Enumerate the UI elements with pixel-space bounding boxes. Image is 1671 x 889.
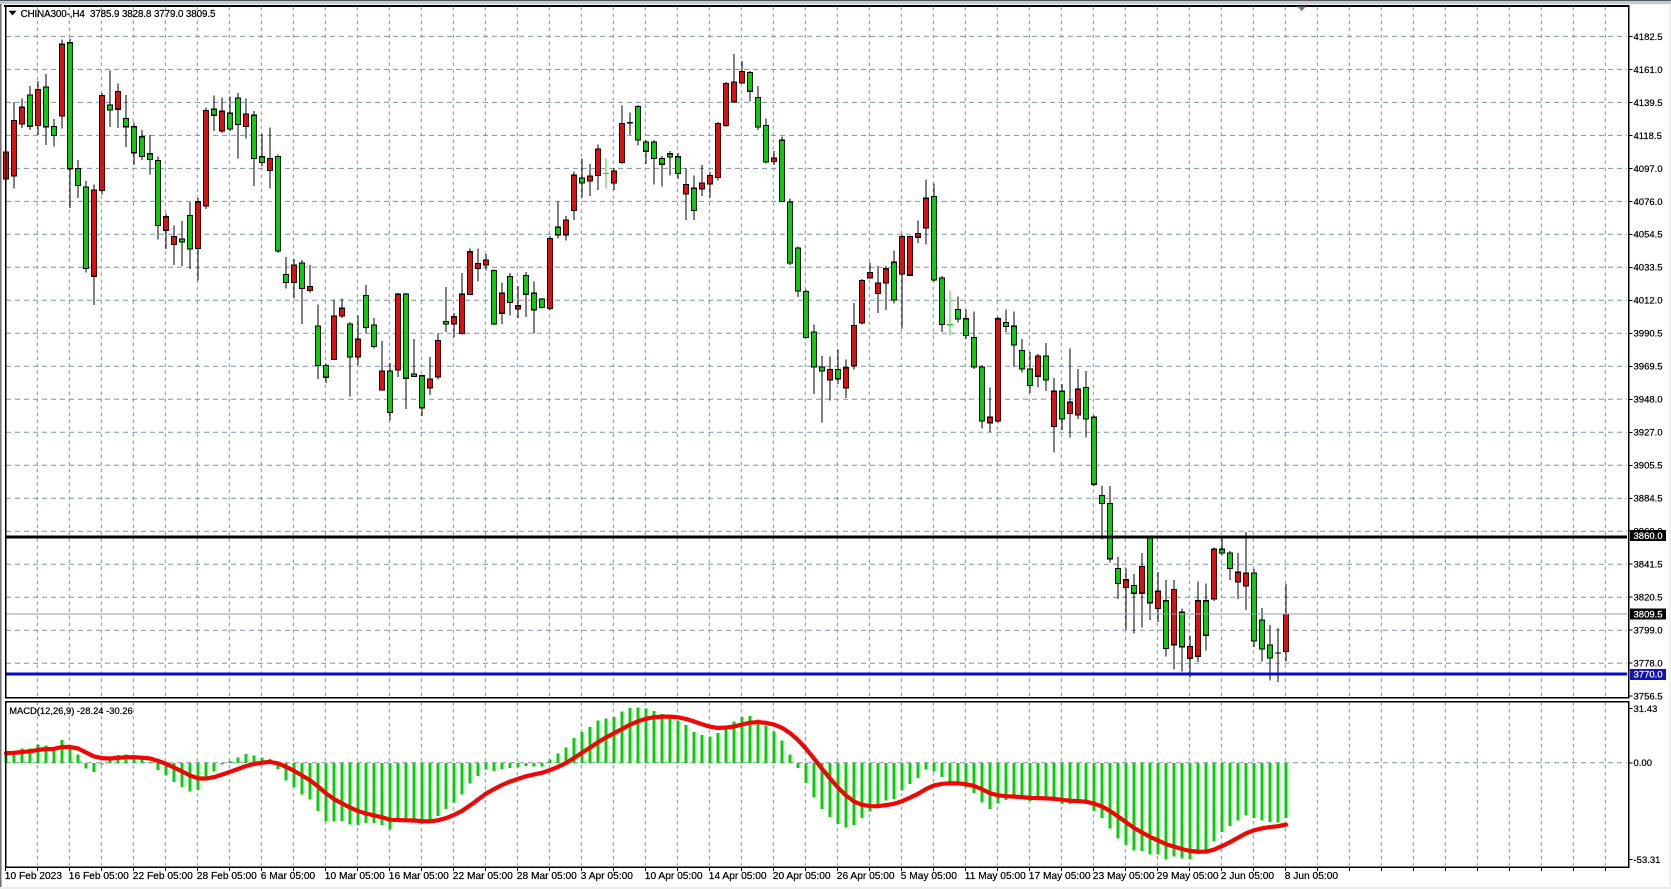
svg-text:31.43: 31.43 (1634, 704, 1658, 715)
svg-text:3778.0: 3778.0 (1634, 659, 1663, 670)
svg-text:3820.5: 3820.5 (1634, 593, 1663, 604)
svg-text:11 May 05:00: 11 May 05:00 (965, 871, 1026, 882)
svg-text:22 Feb 05:00: 22 Feb 05:00 (133, 871, 193, 882)
svg-text:3990.5: 3990.5 (1634, 329, 1663, 340)
svg-text:3948.0: 3948.0 (1634, 395, 1663, 406)
svg-text:4118.5: 4118.5 (1634, 131, 1662, 142)
svg-text:5 May 05:00: 5 May 05:00 (901, 871, 957, 882)
svg-text:3799.0: 3799.0 (1634, 626, 1663, 637)
svg-text:-53.31: -53.31 (1634, 855, 1661, 866)
svg-text:28 Feb 05:00: 28 Feb 05:00 (197, 871, 257, 882)
svg-text:28 Mar 05:00: 28 Mar 05:00 (517, 871, 577, 882)
svg-text:3 Apr 05:00: 3 Apr 05:00 (581, 871, 633, 882)
svg-text:4054.5: 4054.5 (1634, 230, 1663, 241)
svg-text:17 May 05:00: 17 May 05:00 (1029, 871, 1091, 882)
svg-text:4139.5: 4139.5 (1634, 98, 1663, 109)
svg-text:4161.0: 4161.0 (1634, 65, 1663, 76)
svg-text:16 Mar 05:00: 16 Mar 05:00 (389, 871, 449, 882)
svg-text:10 Apr 05:00: 10 Apr 05:00 (645, 871, 703, 882)
svg-text:20 Apr 05:00: 20 Apr 05:00 (773, 871, 831, 882)
svg-text:10 Mar 05:00: 10 Mar 05:00 (325, 871, 385, 882)
svg-text:3905.5: 3905.5 (1634, 461, 1663, 472)
svg-text:4097.0: 4097.0 (1634, 164, 1663, 175)
svg-text:3860.0: 3860.0 (1634, 531, 1663, 542)
svg-text:3969.5: 3969.5 (1634, 362, 1663, 373)
svg-text:CHINA300-,H4 3785.9 3828.8 37: CHINA300-,H4 3785.9 3828.8 3779.0 3809.5 (21, 9, 216, 20)
svg-text:3884.5: 3884.5 (1634, 494, 1663, 505)
svg-text:4033.5: 4033.5 (1634, 263, 1663, 274)
svg-text:4076.0: 4076.0 (1634, 197, 1663, 208)
svg-text:29 May 05:00: 29 May 05:00 (1157, 871, 1219, 882)
svg-text:23 May 05:00: 23 May 05:00 (1093, 871, 1155, 882)
svg-text:10 Feb 2023: 10 Feb 2023 (5, 871, 63, 882)
svg-text:3927.0: 3927.0 (1634, 428, 1663, 439)
svg-text:3756.5: 3756.5 (1634, 692, 1663, 703)
svg-text:14 Apr 05:00: 14 Apr 05:00 (709, 871, 767, 882)
svg-text:26 Apr 05:00: 26 Apr 05:00 (837, 871, 895, 882)
svg-text:MACD(12,26,9) -28.24 -30.26: MACD(12,26,9) -28.24 -30.26 (9, 705, 133, 716)
svg-text:4012.0: 4012.0 (1634, 296, 1663, 307)
svg-text:8 Jun 05:00: 8 Jun 05:00 (1285, 871, 1339, 882)
svg-text:3770.0: 3770.0 (1634, 670, 1663, 681)
svg-text:4182.5: 4182.5 (1634, 32, 1663, 43)
svg-text:2 Jun 05:00: 2 Jun 05:00 (1221, 871, 1275, 882)
svg-text:16 Feb 05:00: 16 Feb 05:00 (69, 871, 129, 882)
svg-text:22 Mar 05:00: 22 Mar 05:00 (453, 871, 513, 882)
svg-text:3809.5: 3809.5 (1634, 610, 1663, 621)
svg-text:0.00: 0.00 (1634, 758, 1653, 769)
svg-text:6 Mar 05:00: 6 Mar 05:00 (261, 871, 316, 882)
svg-text:3841.5: 3841.5 (1634, 560, 1663, 571)
